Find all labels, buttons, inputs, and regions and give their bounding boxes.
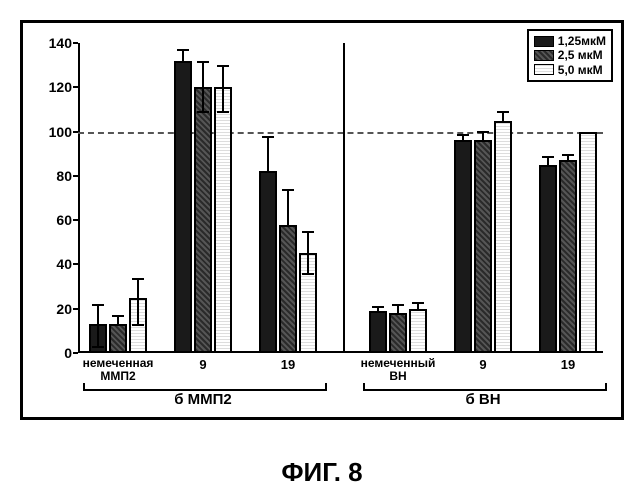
panel-label: б ВН bbox=[465, 391, 500, 408]
error-bar bbox=[222, 65, 224, 112]
error-bar bbox=[267, 136, 269, 174]
chart-frame: Связывание (% от контроля) 0204060801001… bbox=[20, 20, 624, 420]
bar-group bbox=[454, 121, 512, 354]
legend-item: 5,0 мкМ bbox=[534, 63, 606, 77]
legend-swatch-icon bbox=[534, 64, 554, 75]
bar bbox=[409, 309, 427, 353]
error-cap-icon bbox=[92, 346, 104, 348]
y-axis bbox=[78, 43, 80, 353]
x-tick-label: 19 bbox=[281, 357, 295, 372]
error-cap-icon bbox=[217, 65, 229, 67]
error-cap-icon bbox=[457, 134, 469, 136]
error-cap-icon bbox=[302, 273, 314, 275]
error-cap-icon bbox=[197, 61, 209, 63]
bar bbox=[579, 132, 597, 353]
legend-label: 1,25мкМ bbox=[558, 34, 606, 48]
y-tick-label: 120 bbox=[49, 79, 72, 95]
error-cap-icon bbox=[392, 304, 404, 306]
bar bbox=[539, 165, 557, 353]
error-cap-icon bbox=[412, 302, 424, 304]
bar bbox=[559, 160, 577, 353]
error-bar bbox=[137, 278, 139, 325]
legend-item: 1,25мкМ bbox=[534, 34, 606, 48]
plot-area: 020406080100120140немеченнаяММП2919немеч… bbox=[78, 43, 603, 353]
bar bbox=[454, 140, 472, 353]
bar bbox=[194, 87, 212, 353]
y-tick-mark bbox=[73, 352, 78, 354]
error-bar bbox=[202, 61, 204, 112]
y-tick-label: 0 bbox=[64, 345, 72, 361]
bar bbox=[369, 311, 387, 353]
error-cap-icon bbox=[302, 231, 314, 233]
y-tick-mark bbox=[73, 263, 78, 265]
bar-group bbox=[259, 171, 317, 353]
bar bbox=[174, 61, 192, 353]
bar bbox=[214, 87, 232, 353]
legend-item: 2,5 мкМ bbox=[534, 48, 606, 62]
x-tick-label: 9 bbox=[199, 357, 206, 372]
y-tick-label: 20 bbox=[56, 301, 72, 317]
y-tick-mark bbox=[73, 42, 78, 44]
panel-brace bbox=[363, 383, 607, 391]
y-tick-label: 60 bbox=[56, 212, 72, 228]
bar bbox=[89, 324, 107, 353]
error-cap-icon bbox=[562, 154, 574, 156]
error-cap-icon bbox=[112, 315, 124, 317]
reference-line bbox=[78, 132, 603, 134]
legend-label: 2,5 мкМ bbox=[558, 48, 603, 62]
x-tick-label: 19 bbox=[561, 357, 575, 372]
legend-swatch-icon bbox=[534, 36, 554, 47]
y-tick-label: 40 bbox=[56, 256, 72, 272]
bar bbox=[299, 253, 317, 353]
error-bar bbox=[287, 189, 289, 227]
error-cap-icon bbox=[477, 131, 489, 133]
y-tick-mark bbox=[73, 175, 78, 177]
panel-label: б ММП2 bbox=[174, 391, 232, 408]
bar bbox=[109, 324, 127, 353]
panel-brace bbox=[83, 383, 327, 391]
error-bar bbox=[97, 304, 99, 346]
y-tick-mark bbox=[73, 219, 78, 221]
bar bbox=[129, 298, 147, 353]
legend: 1,25мкМ 2,5 мкМ 5,0 мкМ bbox=[527, 29, 613, 82]
error-cap-icon bbox=[132, 278, 144, 280]
y-tick-mark bbox=[73, 86, 78, 88]
x-tick-label: немеченнаяММП2 bbox=[83, 357, 154, 383]
bar-group bbox=[539, 132, 597, 353]
legend-label: 5,0 мкМ bbox=[558, 63, 603, 77]
bar bbox=[279, 225, 297, 353]
error-cap-icon bbox=[542, 156, 554, 158]
error-cap-icon bbox=[497, 111, 509, 113]
x-tick-label: немеченныйВН bbox=[361, 357, 436, 383]
bar bbox=[494, 121, 512, 354]
bar-group bbox=[369, 309, 427, 353]
error-bar bbox=[307, 231, 309, 273]
y-tick-label: 80 bbox=[56, 168, 72, 184]
y-tick-label: 100 bbox=[49, 124, 72, 140]
error-cap-icon bbox=[282, 189, 294, 191]
error-cap-icon bbox=[197, 111, 209, 113]
x-tick-label: 9 bbox=[479, 357, 486, 372]
figure-caption: ФИГ. 8 bbox=[281, 457, 362, 488]
bar bbox=[259, 171, 277, 353]
y-tick-mark bbox=[73, 308, 78, 310]
bar bbox=[474, 140, 492, 353]
error-cap-icon bbox=[92, 304, 104, 306]
legend-swatch-icon bbox=[534, 50, 554, 61]
error-cap-icon bbox=[217, 111, 229, 113]
panel-divider bbox=[343, 43, 345, 353]
error-cap-icon bbox=[132, 324, 144, 326]
x-axis bbox=[78, 351, 603, 353]
bar-group bbox=[89, 298, 147, 353]
error-cap-icon bbox=[177, 49, 189, 51]
bar bbox=[389, 313, 407, 353]
error-cap-icon bbox=[372, 306, 384, 308]
bar-group bbox=[174, 61, 232, 353]
error-cap-icon bbox=[262, 136, 274, 138]
y-tick-label: 140 bbox=[49, 35, 72, 51]
